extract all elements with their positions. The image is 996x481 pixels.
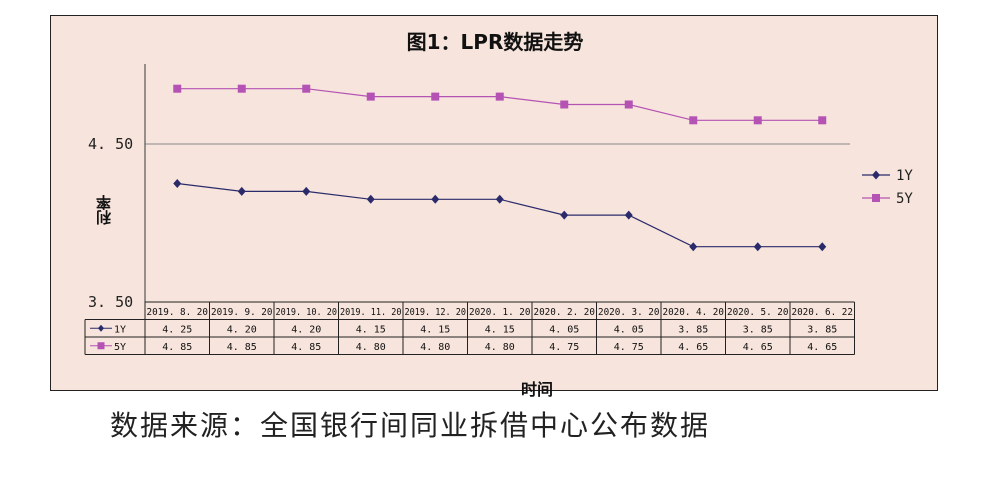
table-cell-value: 4. 85 — [227, 342, 257, 353]
point-5Y — [495, 92, 504, 101]
table-key-marker — [98, 324, 104, 332]
table-series-name: 5Y — [114, 342, 126, 353]
x-tick-label: 2020. 3. 20 — [598, 307, 660, 318]
point-1Y — [173, 179, 182, 188]
table-cell-value: 4. 85 — [291, 342, 321, 353]
x-tick-label: 2019. 10. 20 — [276, 307, 338, 318]
x-tick-label: 2019. 11. 20 — [340, 307, 402, 318]
table-cell-value: 4. 65 — [807, 342, 837, 353]
table-cell-value: 4. 05 — [614, 325, 644, 336]
point-5Y — [624, 100, 633, 109]
table-cell-value: 3. 85 — [743, 325, 773, 336]
y-tick-label: 4. 50 — [88, 135, 133, 153]
point-5Y — [173, 84, 182, 93]
legend-marker-5Y — [872, 194, 880, 202]
x-tick-label: 2020. 4. 20 — [663, 307, 725, 318]
x-tick-label: 2020. 1. 20 — [469, 307, 531, 318]
table-cell-value: 4. 65 — [678, 342, 708, 353]
table-cell-value: 4. 85 — [162, 342, 192, 353]
x-tick-label: 2020. 5. 20 — [727, 307, 789, 318]
point-5Y — [366, 92, 375, 101]
point-5Y — [818, 116, 827, 125]
point-1Y — [431, 194, 440, 204]
table-cell-value: 4. 80 — [356, 342, 386, 353]
x-tick-label: 2019. 8. 20 — [147, 307, 209, 318]
point-1Y — [302, 186, 311, 196]
point-1Y — [818, 242, 827, 252]
series-line-1Y — [177, 182, 823, 248]
point-5Y — [753, 116, 762, 125]
table-cell-value: 4. 20 — [227, 325, 257, 336]
table-cell-value: 3. 85 — [807, 325, 837, 336]
table-cell-value: 3. 85 — [678, 325, 708, 336]
chart-title: 图1：LPR数据走势 — [406, 30, 584, 54]
x-tick-label: 2020. 2. 20 — [534, 307, 596, 318]
chart-frame: 图1：LPR数据走势 利率 时间 — [50, 15, 938, 399]
table-cell-value: 4. 15 — [420, 325, 450, 336]
point-5Y — [237, 84, 246, 93]
x-axis-label: 时间 — [521, 380, 554, 399]
table-cell-value: 4. 80 — [485, 342, 515, 353]
point-5Y — [560, 100, 569, 109]
y-tick-label: 3. 50 — [88, 293, 133, 311]
x-tick-label: 2019. 9. 20 — [211, 307, 273, 318]
point-5Y — [689, 116, 698, 125]
point-1Y — [753, 242, 762, 252]
point-1Y — [689, 242, 698, 252]
point-5Y — [302, 84, 311, 93]
point-1Y — [237, 186, 246, 196]
table-cell-value: 4. 75 — [614, 342, 644, 353]
table-cell-value: 4. 80 — [420, 342, 450, 353]
x-tick-label: 2019. 12. 20 — [405, 307, 467, 318]
legend-label-1Y: 1Y — [896, 168, 913, 184]
x-tick-label: 2020. 6. 22 — [792, 307, 854, 318]
table-cell-value: 4. 20 — [291, 325, 321, 336]
table-cell-value: 4. 05 — [549, 325, 579, 336]
table-cell-value: 4. 15 — [485, 325, 515, 336]
point-1Y — [624, 210, 633, 220]
point-5Y — [431, 92, 440, 101]
table-cell-value: 4. 75 — [549, 342, 579, 353]
table-cell-value: 4. 25 — [162, 325, 192, 336]
table-series-name: 1Y — [114, 325, 126, 336]
data-source-note: 数据来源：全国银行间同业拆借中心公布数据 — [110, 409, 711, 442]
table-key-marker — [97, 342, 105, 350]
legend-marker-1Y — [872, 170, 880, 180]
point-1Y — [366, 194, 375, 204]
table-cell-value: 4. 65 — [743, 342, 773, 353]
legend-label-5Y: 5Y — [896, 191, 913, 207]
point-1Y — [495, 194, 504, 204]
point-1Y — [560, 210, 569, 220]
table-cell-value: 4. 15 — [356, 325, 386, 336]
